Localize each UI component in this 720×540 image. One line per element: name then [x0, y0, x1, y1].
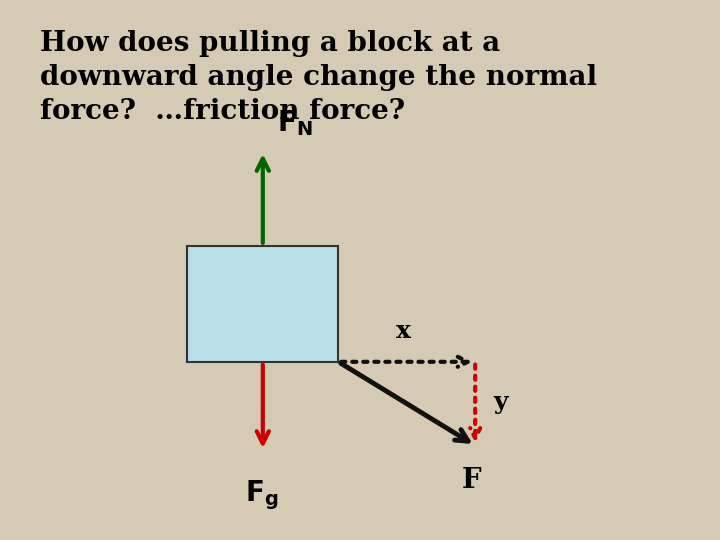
Text: How does pulling a block at a
downward angle change the normal
force?  …friction: How does pulling a block at a downward a… — [40, 30, 597, 125]
Bar — [187, 246, 338, 362]
Text: $\mathbf{F_N}$: $\mathbf{F_N}$ — [277, 108, 313, 138]
Text: $\mathbf{F_g}$: $\mathbf{F_g}$ — [245, 478, 279, 511]
Text: y: y — [493, 390, 508, 414]
Text: x: x — [396, 319, 410, 343]
Text: F: F — [462, 467, 482, 494]
